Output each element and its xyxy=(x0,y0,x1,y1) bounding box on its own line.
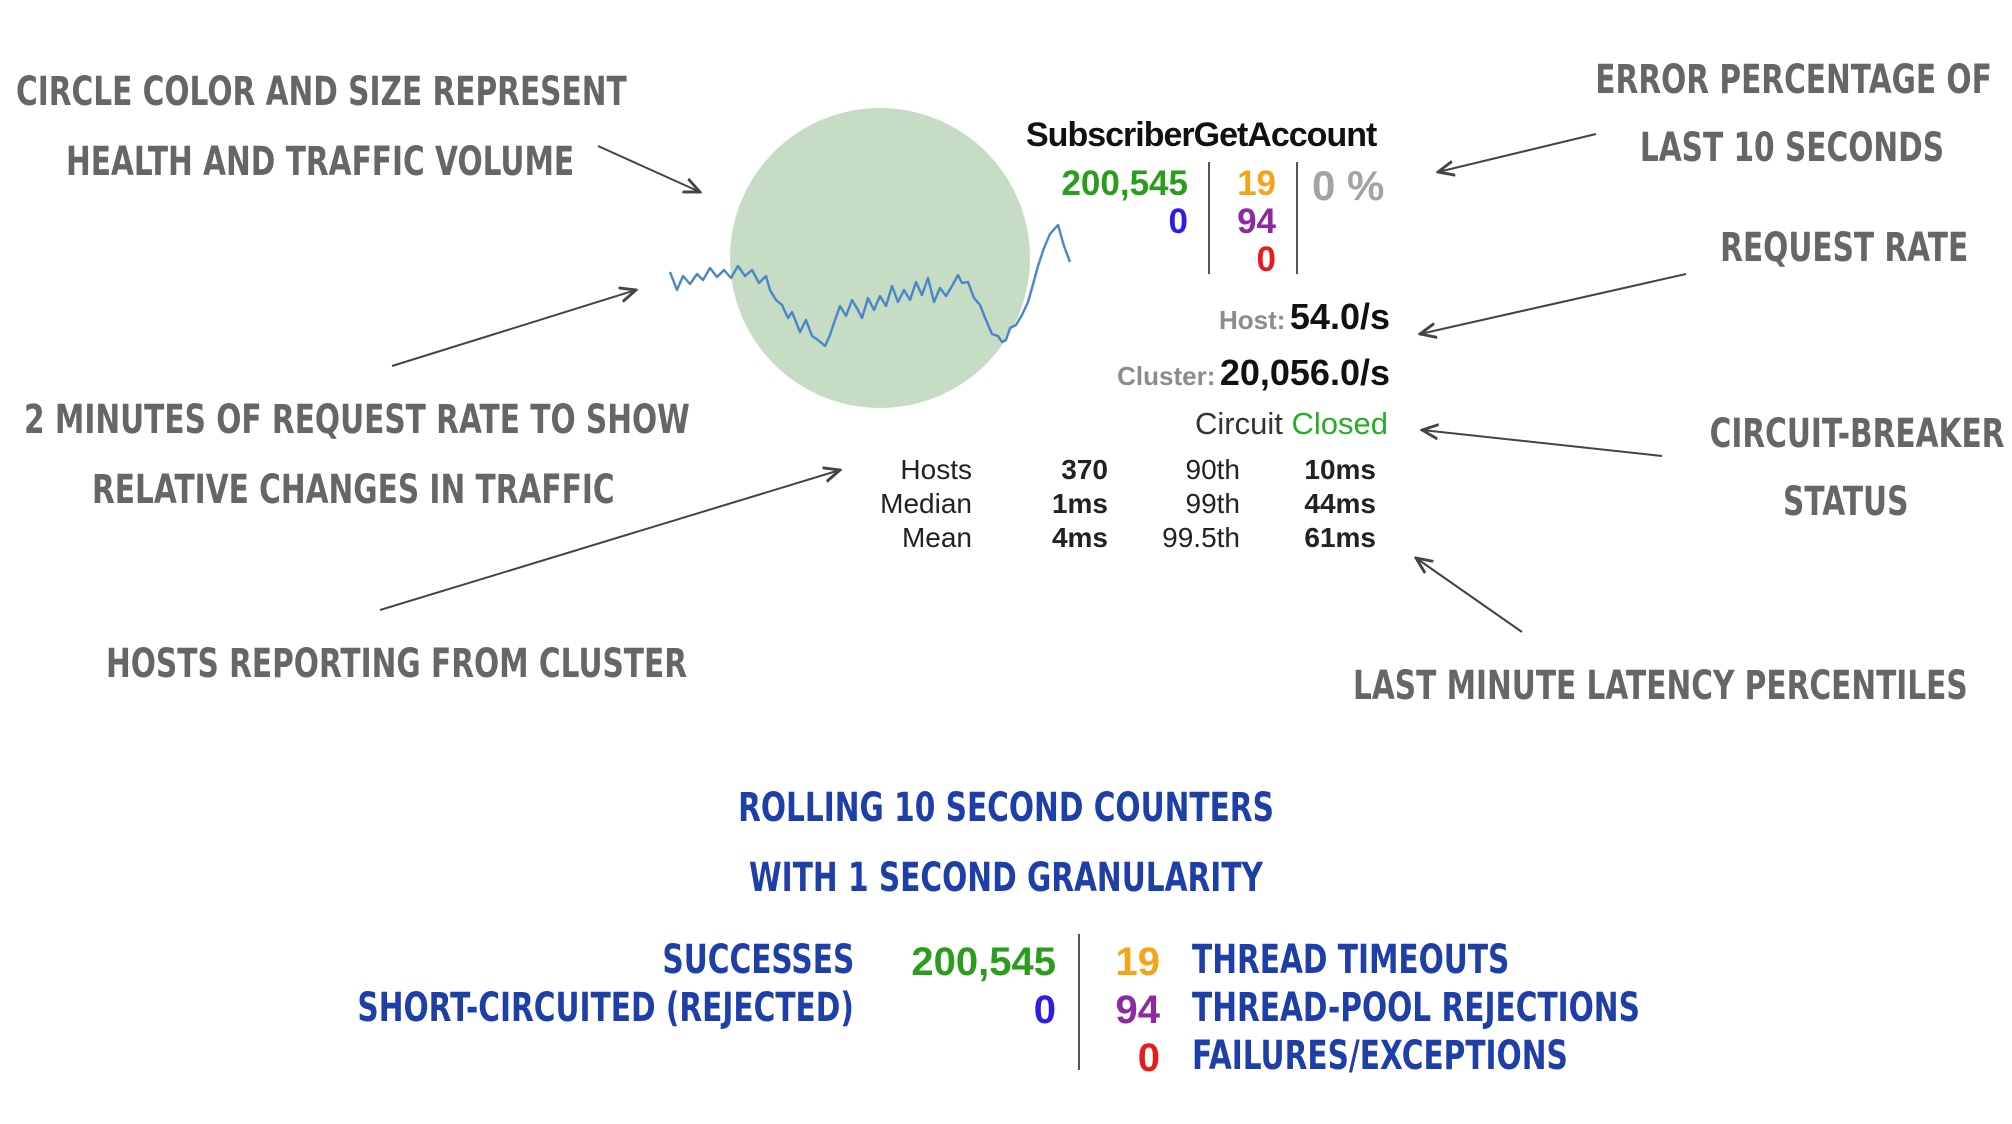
circuit-status: Circuit Closed xyxy=(1195,406,1388,442)
legend-title-line1: Rolling 10 second counters xyxy=(738,785,1274,831)
legend-short-circuited-value: 0 xyxy=(1033,988,1056,1032)
stat-median-label: Median xyxy=(880,488,972,519)
stat-p995-value: 61ms xyxy=(1304,522,1376,553)
arrow-hosts xyxy=(379,470,840,611)
count-short-circuited: 0 xyxy=(1168,202,1188,241)
stat-p90-label: 90th xyxy=(1185,454,1241,485)
counter-divider-right xyxy=(1296,162,1298,274)
callout-sparkline-line1: 2 minutes of request rate to show xyxy=(24,397,690,443)
callout-rate: Request rate xyxy=(1719,225,1968,271)
count-rejections: 94 xyxy=(1237,202,1276,241)
legend-timeouts-value: 19 xyxy=(1115,940,1161,984)
legend-short-circuited-label: Short-circuited (rejected) xyxy=(357,985,854,1031)
stat-p995-label: 99.5th xyxy=(1162,522,1240,553)
legend-successes-value: 200,545 xyxy=(911,940,1056,984)
arrow-breaker xyxy=(1422,430,1663,457)
callout-circle-line2: health and traffic volume xyxy=(66,139,575,185)
legend-failures-value: 0 xyxy=(1137,1036,1160,1080)
health-circle xyxy=(730,108,1030,408)
command-name: SubscriberGetAccount xyxy=(1026,116,1377,154)
host-rate-value: 54.0/s xyxy=(1289,296,1390,337)
legend-timeouts-label: Thread timeouts xyxy=(1192,937,1510,983)
callout-breaker-line1: Circuit-breaker xyxy=(1709,411,2004,457)
circuit-label: Circuit xyxy=(1195,406,1283,441)
stat-mean-label: Mean xyxy=(901,522,972,553)
stat-p90-value: 10ms xyxy=(1304,454,1376,485)
stat-p99-value: 44ms xyxy=(1304,488,1376,519)
callout-breaker-line2: status xyxy=(1782,479,1908,525)
stat-p99-label: 99th xyxy=(1185,488,1241,519)
request-rate-sparkline xyxy=(668,223,1072,348)
legend-rejections-value: 94 xyxy=(1115,988,1161,1032)
legend-successes-label: Successes xyxy=(662,937,854,983)
stat-mean-value: 4ms xyxy=(1051,522,1108,553)
count-successes: 200,545 xyxy=(1061,164,1188,203)
count-timeouts: 19 xyxy=(1237,164,1276,203)
cluster-rate-value: 20,056.0/s xyxy=(1219,352,1390,393)
cluster-rate-label: Cluster: xyxy=(1117,361,1216,391)
host-rate: Host: 54.0/s xyxy=(1219,296,1390,338)
callout-sparkline-line2: relative changes in traffic xyxy=(92,467,615,513)
legend-title-line2: with 1 second granularity xyxy=(749,855,1263,901)
callout-circle-line1: Circle color and size represent xyxy=(16,69,627,115)
host-rate-label: Host: xyxy=(1219,305,1286,335)
arrow-circle xyxy=(597,145,700,192)
legend-rejections-label: Thread-pool rejections xyxy=(1192,985,1640,1031)
callout-error-line2: last 10 seconds xyxy=(1639,125,1944,171)
callout-latency: Last minute latency percentiles xyxy=(1353,663,1968,709)
stat-hosts-label: Hosts xyxy=(900,454,972,485)
callout-error-line1: Error percentage of xyxy=(1595,57,1992,103)
count-failures: 0 xyxy=(1256,240,1276,279)
arrow-rate xyxy=(1420,273,1687,334)
error-percentage: 0 % xyxy=(1312,162,1385,209)
counter-divider-left xyxy=(1208,162,1210,274)
arrow-error xyxy=(1438,133,1597,172)
cluster-rate: Cluster: 20,056.0/s xyxy=(1117,352,1390,394)
arrow-latency xyxy=(1416,558,1523,633)
legend-failures-label: Failures/Exceptions xyxy=(1192,1033,1568,1079)
stat-hosts-value: 370 xyxy=(1061,454,1108,485)
callout-hosts: Hosts reporting from cluster xyxy=(106,641,688,687)
arrow-sparkline xyxy=(391,290,636,367)
circuit-status-value: Closed xyxy=(1291,406,1389,441)
stat-median-value: 1ms xyxy=(1051,488,1108,519)
legend-divider xyxy=(1078,934,1080,1070)
